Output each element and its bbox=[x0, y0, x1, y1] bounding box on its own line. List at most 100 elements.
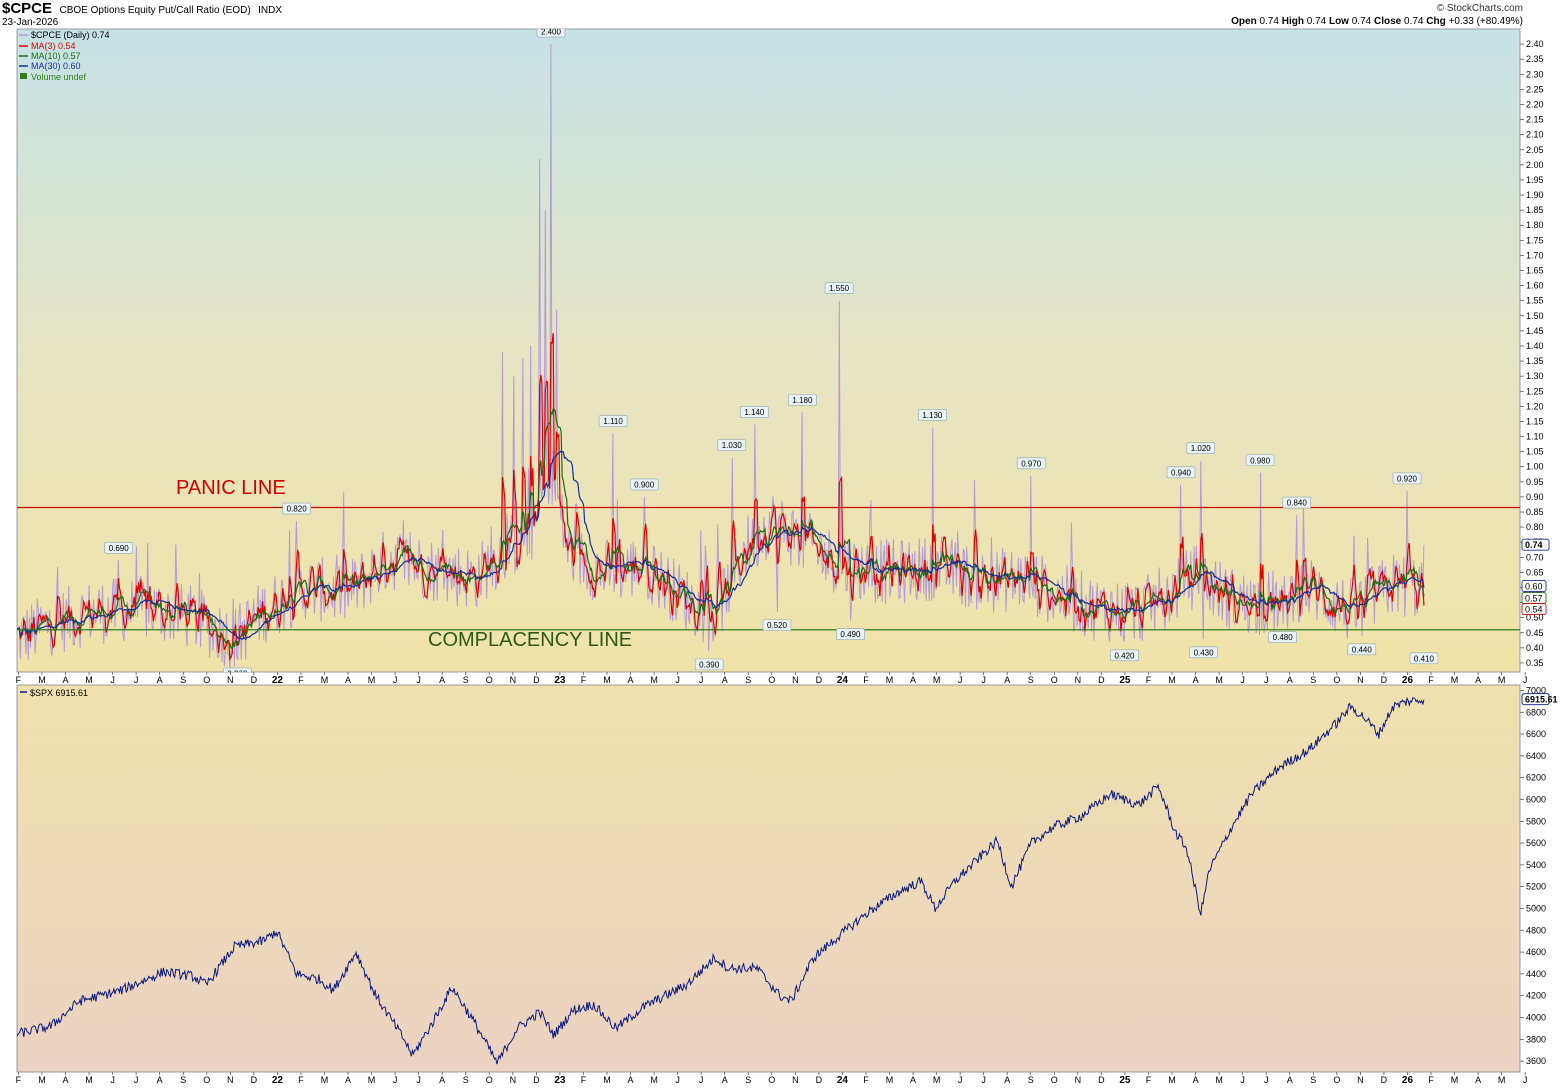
top-x-tick-label: S bbox=[1028, 675, 1034, 685]
bottom-x-tick-label: O bbox=[486, 1075, 493, 1085]
peak-label: 0.820 bbox=[282, 502, 311, 515]
brand-label[interactable]: © StockCharts.com bbox=[1436, 3, 1523, 14]
bottom-x-tick-label: A bbox=[1287, 1075, 1293, 1085]
top-x-tick-label: J bbox=[110, 675, 115, 685]
top-y-tick-label: 1.10 bbox=[1526, 432, 1544, 442]
top-x-tick-label: 24 bbox=[837, 675, 849, 686]
top-x-tick-label: N bbox=[227, 675, 234, 685]
top-x-tick-label: N bbox=[510, 675, 517, 685]
bottom-x-tick-label: O bbox=[768, 1075, 775, 1085]
top-x-tick-label: A bbox=[345, 675, 351, 685]
bottom-x-tick-label: M bbox=[603, 1075, 611, 1085]
top-x-tick-label: J bbox=[1523, 675, 1528, 685]
top-y-tick-label: 1.95 bbox=[1526, 175, 1544, 185]
peak-label-box bbox=[694, 658, 724, 671]
legend-ma30: MA(30) 0.60 bbox=[31, 61, 81, 71]
chart-date: 23-Jan-2026 bbox=[2, 17, 59, 28]
legend-cpce: $CPCE (Daily) 0.74 bbox=[31, 30, 110, 40]
bottom-x-tick-label: A bbox=[628, 1075, 634, 1085]
top-x-tick-label: A bbox=[1193, 675, 1199, 685]
top-x-tick-label: 22 bbox=[272, 675, 284, 686]
top-x-tick-label: M bbox=[603, 675, 611, 685]
bottom-x-tick-label: F bbox=[16, 1075, 22, 1085]
bottom-y-tick-label: 3600 bbox=[1526, 1056, 1546, 1066]
bottom-y-tick-label: 4400 bbox=[1526, 969, 1546, 979]
peak-label: 0.970 bbox=[1016, 457, 1046, 470]
bottom-x-tick-label: N bbox=[792, 1075, 799, 1085]
top-x-tick-label: S bbox=[1310, 675, 1316, 685]
panic-line-label: PANIC LINE bbox=[176, 477, 286, 499]
bottom-x-tick-label: F bbox=[298, 1075, 304, 1085]
top-x-tick-label: 23 bbox=[554, 675, 566, 686]
peak-label-box bbox=[836, 628, 865, 640]
top-x-tick-label: M bbox=[368, 675, 376, 685]
peak-label-text: 0.980 bbox=[1250, 456, 1271, 465]
bottom-x-tick-label: A bbox=[157, 1075, 163, 1085]
peak-label-box bbox=[282, 502, 311, 515]
exchange-label: INDX bbox=[258, 5, 283, 16]
bottom-x-tick-label: N bbox=[227, 1075, 234, 1085]
top-y-tick-label: 2.35 bbox=[1526, 54, 1544, 64]
last-spx-label-text: 6915.61 bbox=[1525, 695, 1558, 705]
legend-ma10: MA(10) 0.57 bbox=[31, 51, 81, 61]
top-y-tick-label: 1.20 bbox=[1526, 401, 1544, 411]
bottom-x-tick-label: A bbox=[910, 1075, 916, 1085]
peak-labels: 0.690 0.360 0.820 2.400 1.110 0.900 0.390 1.030… bbox=[104, 29, 1439, 678]
peak-label-box bbox=[1347, 643, 1377, 656]
top-y-tick-label: 1.65 bbox=[1526, 266, 1544, 276]
peak-label-box bbox=[717, 439, 747, 451]
complacency-line-label: COMPLACENCY LINE bbox=[428, 629, 632, 651]
peak-label-text: 0.840 bbox=[1287, 499, 1308, 508]
top-x-tick-label: F bbox=[1428, 675, 1434, 685]
top-x-tick-label: F bbox=[863, 675, 869, 685]
top-y-tick-label: 0.70 bbox=[1526, 552, 1544, 562]
peak-label-box bbox=[1409, 652, 1439, 665]
chart-header: $CPCE CBOE Options Equity Put/Call Ratio… bbox=[2, 0, 282, 18]
peak-label-text: 1.180 bbox=[792, 396, 813, 405]
peak-label-box bbox=[1268, 631, 1297, 643]
top-x-tick-label: F bbox=[581, 675, 587, 685]
top-y-tick-label: 1.60 bbox=[1526, 281, 1544, 291]
top-panel-background bbox=[16, 28, 1521, 673]
peak-label: 1.030 bbox=[717, 439, 747, 451]
peak-label-text: 0.360 bbox=[227, 669, 248, 678]
peak-label-box bbox=[762, 619, 792, 631]
bottom-y-tick-label: 5000 bbox=[1526, 903, 1546, 913]
top-y-tick-label: 1.90 bbox=[1526, 190, 1544, 200]
top-x-tick-label: J bbox=[134, 675, 139, 685]
last-cpce-label: 0.74 bbox=[1521, 538, 1550, 551]
top-y-tick-label: 1.15 bbox=[1526, 416, 1544, 426]
bottom-panel-background bbox=[16, 684, 1521, 1073]
legend-spx: $SPX 6915.61 bbox=[30, 688, 88, 698]
top-y-tick-label: 1.70 bbox=[1526, 250, 1544, 260]
bottom-x-tick-label: M bbox=[1498, 1075, 1506, 1085]
top-y-tick-label: 2.30 bbox=[1526, 69, 1544, 79]
top-x-tick-label: J bbox=[958, 675, 963, 685]
top-y-tick-label: 1.75 bbox=[1526, 235, 1544, 245]
bottom-x-tick-label: 22 bbox=[272, 1075, 284, 1086]
top-x-tick-label: A bbox=[910, 675, 916, 685]
bottom-x-tick-label: F bbox=[1146, 1075, 1152, 1085]
ohlc-readout: Open 0.74 High 0.74 Low 0.74 Close 0.74 … bbox=[1231, 16, 1523, 27]
instrument-name: CBOE Options Equity Put/Call Ratio (EOD) bbox=[59, 5, 251, 16]
bottom-x-tick-label: J bbox=[110, 1075, 115, 1085]
top-x-tick-label: M bbox=[1498, 675, 1506, 685]
peak-label: 0.410 bbox=[1409, 652, 1439, 665]
peak-label-text: 1.550 bbox=[829, 284, 850, 293]
top-x-tick-label: M bbox=[321, 675, 329, 685]
top-x-tick-label: A bbox=[62, 675, 68, 685]
top-y-axis: 0.350.400.450.500.550.600.650.700.750.80… bbox=[1520, 39, 1544, 668]
top-x-tick-label: S bbox=[180, 675, 186, 685]
peak-label-text: 0.390 bbox=[699, 660, 720, 669]
top-y-tick-label: 1.50 bbox=[1526, 311, 1544, 321]
peak-label: 1.180 bbox=[788, 394, 817, 406]
top-x-tick-label: O bbox=[1051, 675, 1058, 685]
top-x-tick-label: 25 bbox=[1119, 675, 1131, 686]
peak-label: 0.900 bbox=[629, 478, 659, 491]
top-x-tick-label: D bbox=[533, 675, 540, 685]
peak-label: 0.420 bbox=[1110, 649, 1139, 662]
peak-label-text: 0.970 bbox=[1021, 459, 1042, 468]
peak-label-text: 1.110 bbox=[603, 417, 623, 426]
top-x-tick-label: J bbox=[416, 675, 421, 685]
bottom-x-tick-label: S bbox=[1310, 1075, 1316, 1085]
